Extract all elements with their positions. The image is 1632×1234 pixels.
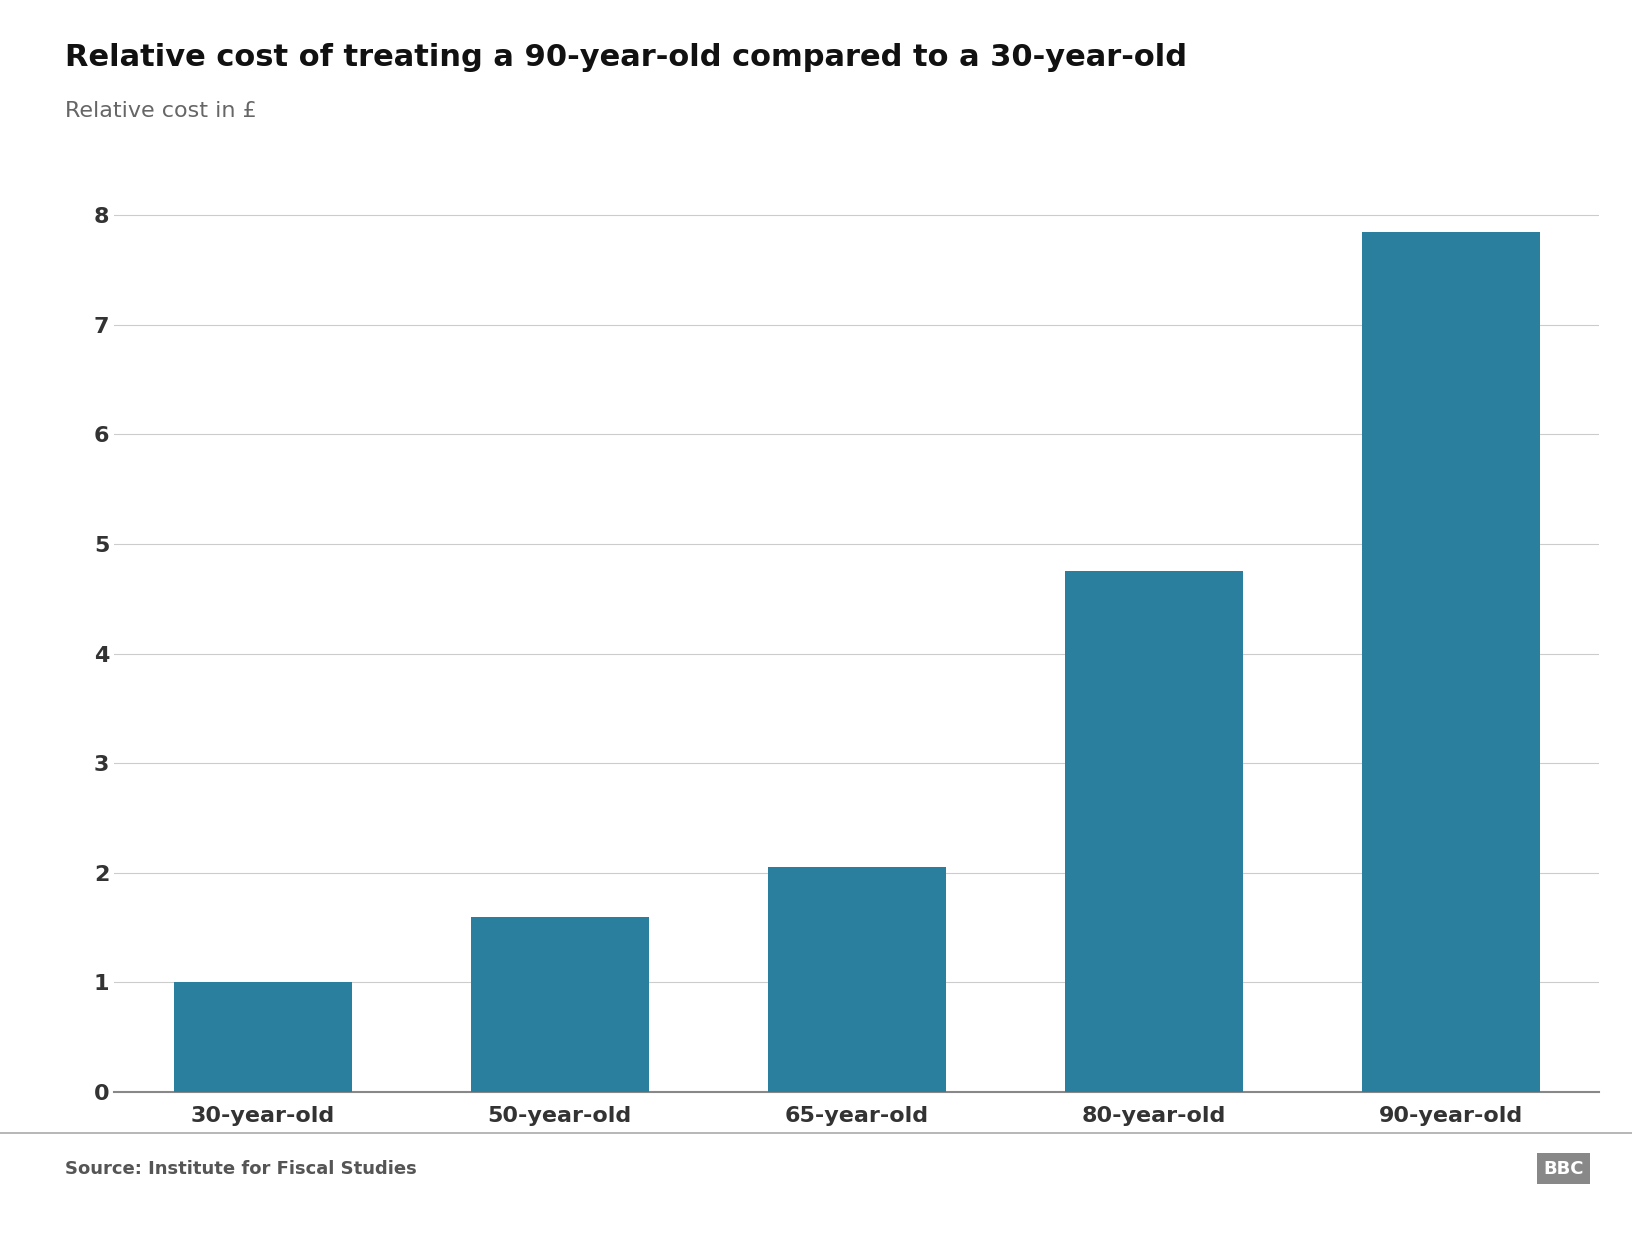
- Bar: [470, 917, 650, 1092]
- Bar: [1361, 232, 1541, 1092]
- Text: Relative cost of treating a 90-year-old compared to a 30-year-old: Relative cost of treating a 90-year-old …: [65, 43, 1186, 73]
- Text: Relative cost in £: Relative cost in £: [65, 101, 256, 121]
- Bar: [767, 868, 947, 1092]
- Bar: [173, 982, 353, 1092]
- Bar: [1064, 571, 1244, 1092]
- Text: BBC: BBC: [1544, 1160, 1583, 1177]
- Text: Source: Institute for Fiscal Studies: Source: Institute for Fiscal Studies: [65, 1160, 418, 1177]
